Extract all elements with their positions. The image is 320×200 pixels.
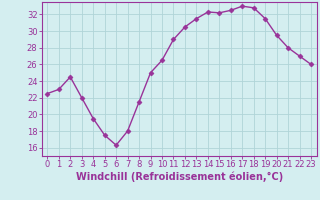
X-axis label: Windchill (Refroidissement éolien,°C): Windchill (Refroidissement éolien,°C) (76, 172, 283, 182)
